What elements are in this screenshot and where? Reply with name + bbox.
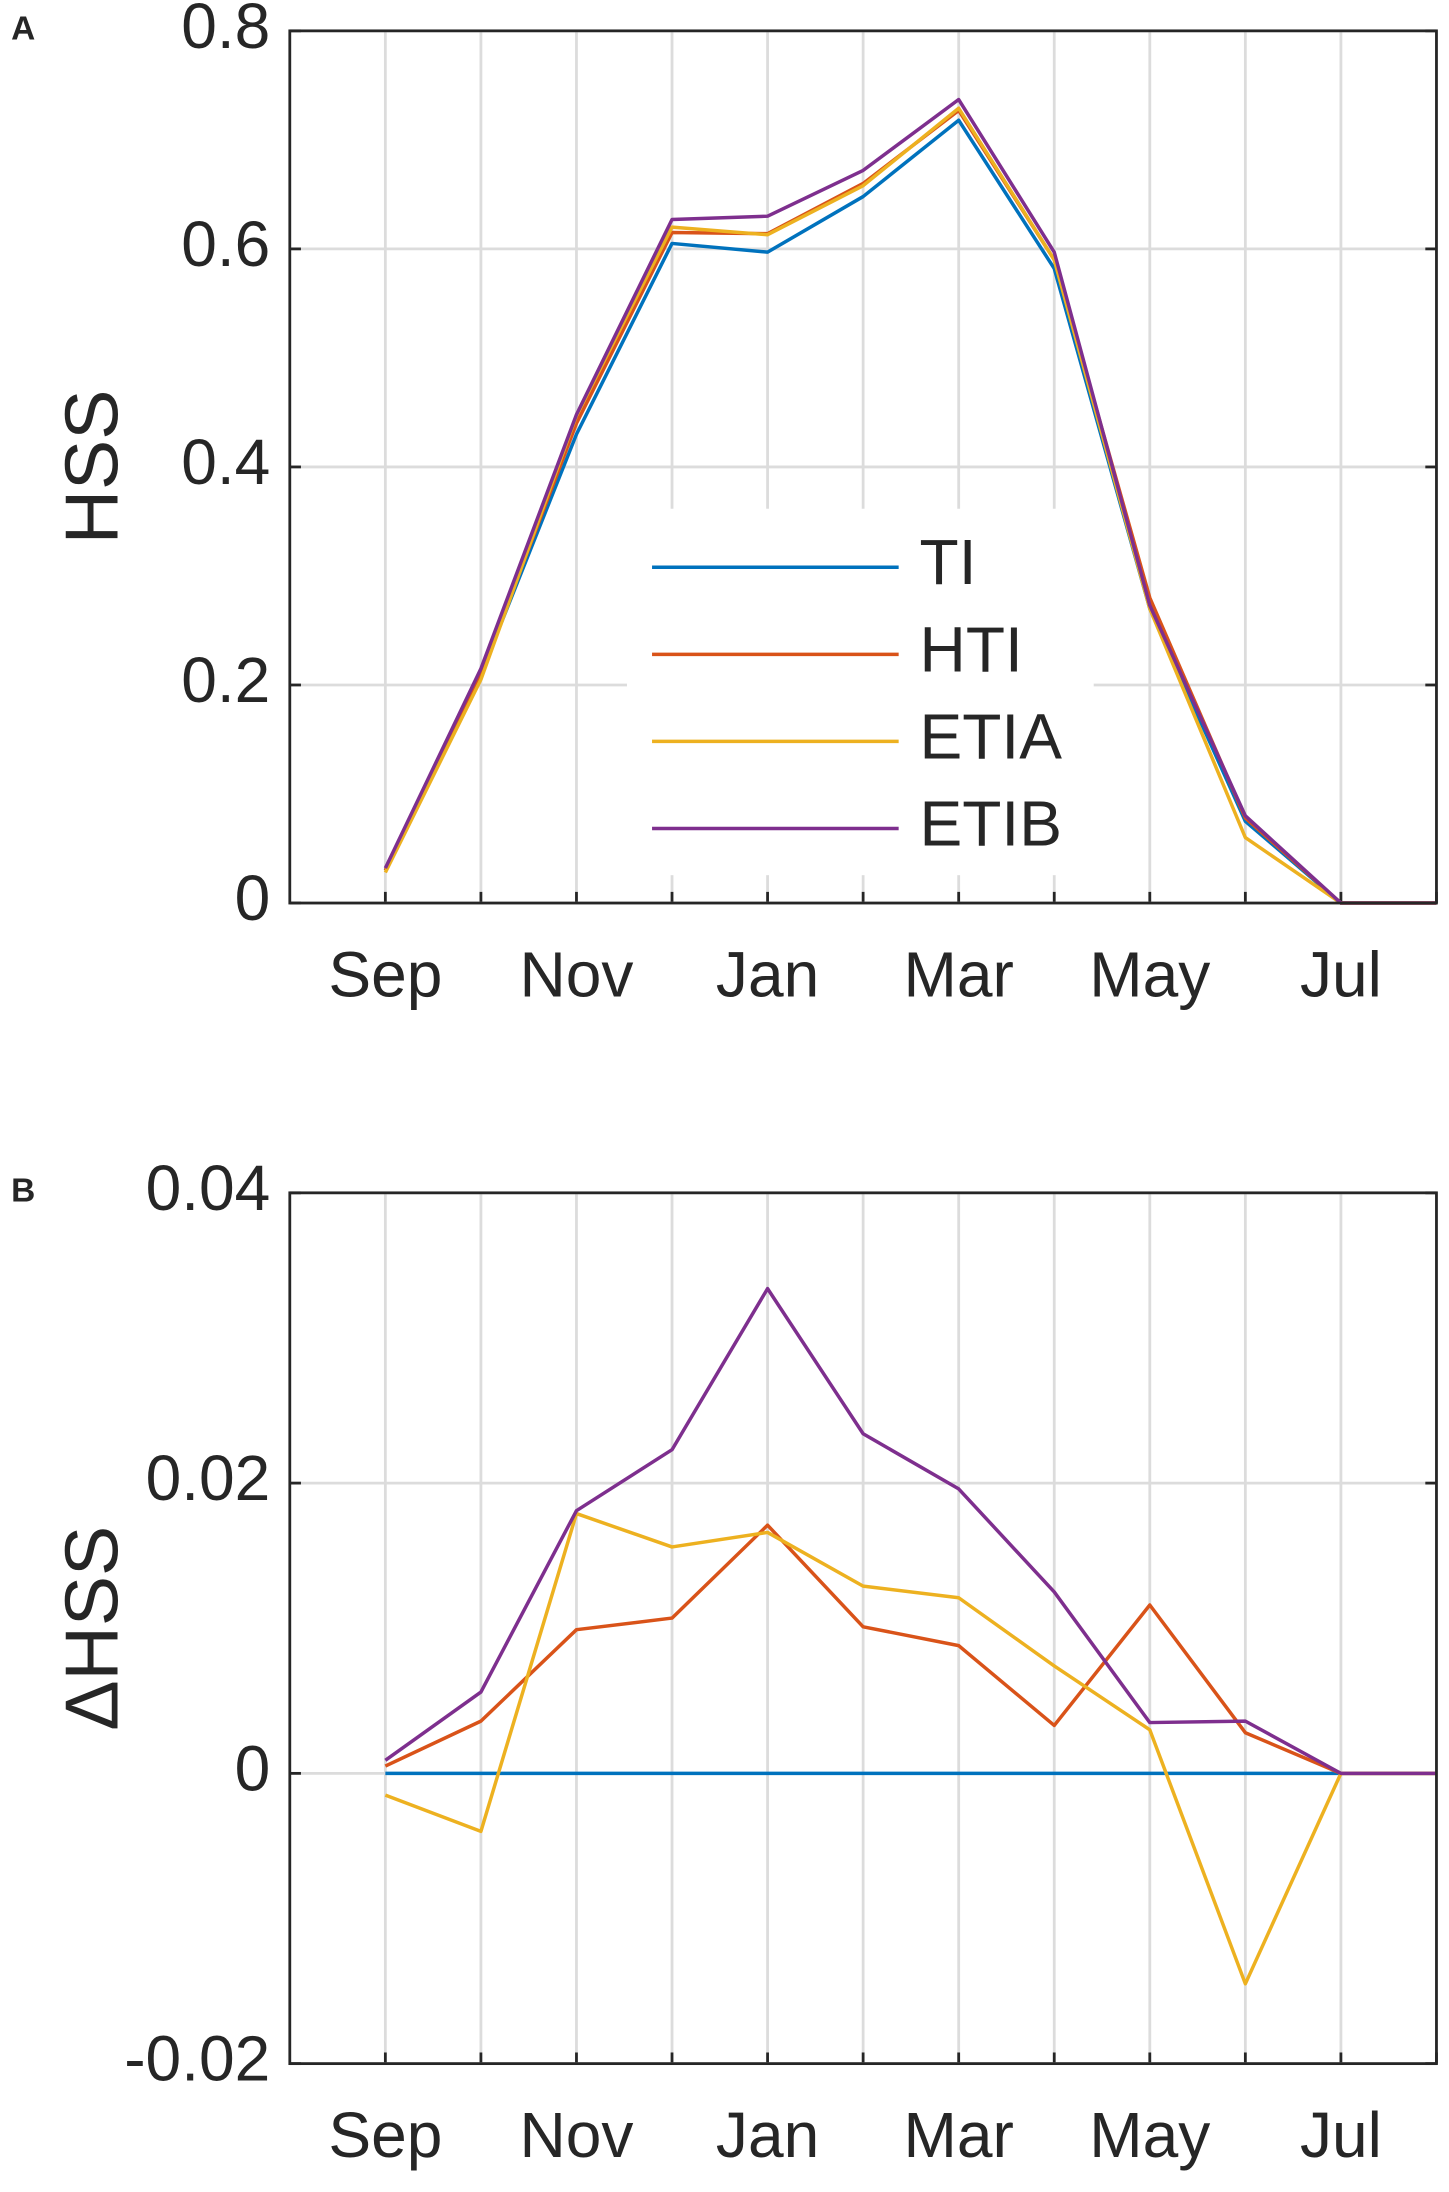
x-tick-label: Mar	[904, 2099, 1014, 2171]
y-tick-label: 0	[235, 862, 271, 934]
panel-label: A	[11, 11, 35, 48]
series-line	[383, 118, 1437, 905]
x-tick-label: Jul	[1300, 939, 1382, 1011]
legend-label: HTI	[920, 613, 1023, 685]
series-line	[384, 1523, 1437, 1776]
legend-box	[626, 508, 1094, 876]
x-tick-label: Jul	[1300, 2099, 1382, 2171]
plot-frame	[288, 29, 1438, 905]
x-tick-label: Jan	[716, 939, 819, 1011]
x-tick-label: Nov	[519, 2099, 633, 2171]
y-tick-label: -0.02	[124, 2023, 270, 2095]
plot-frame	[288, 1191, 1438, 2066]
y-tick-label: 0.02	[146, 1442, 271, 1514]
x-tick-label: Jan	[716, 2099, 819, 2171]
x-tick-label: May	[1089, 939, 1210, 1011]
series-line	[384, 1511, 1437, 1986]
y-tick-label: 0	[235, 1732, 271, 1804]
series-line	[384, 1286, 1437, 1776]
x-tick-label: Nov	[519, 939, 633, 1011]
y-axis-label: ΔHSS	[49, 1526, 133, 1731]
y-tick-label: 0.6	[181, 208, 270, 280]
x-tick-label: Sep	[328, 2099, 442, 2171]
y-tick-label: 0.2	[181, 644, 270, 716]
x-tick-label: Sep	[328, 939, 442, 1011]
x-tick-label: May	[1089, 2099, 1210, 2171]
panel-label: B	[11, 1173, 35, 1210]
series-line	[383, 97, 1437, 905]
x-tick-label: Mar	[904, 939, 1014, 1011]
y-tick-label: 0.04	[146, 1152, 271, 1224]
legend-label: TI	[920, 526, 977, 598]
legend-label: ETIB	[920, 787, 1062, 859]
legend-label: ETIA	[920, 700, 1063, 772]
y-tick-label: 0.8	[181, 0, 270, 62]
y-tick-label: 0.4	[181, 426, 270, 498]
y-axis-label: HSS	[49, 390, 133, 545]
